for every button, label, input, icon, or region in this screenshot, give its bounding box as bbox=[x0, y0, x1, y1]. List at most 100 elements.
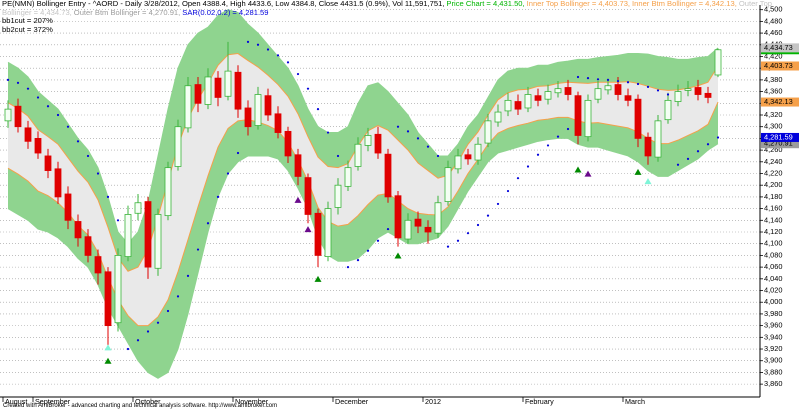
chart-header: PE(NMN) Bollinger Entry - ^AORD - Daily … bbox=[2, 0, 792, 34]
sar-dot bbox=[336, 154, 340, 158]
last-value-label: 4,270.91 bbox=[764, 139, 793, 148]
candle-body bbox=[74, 221, 82, 239]
candle-body bbox=[594, 88, 602, 100]
sar-dot bbox=[436, 154, 440, 158]
sar-dot bbox=[66, 125, 70, 128]
candle-body bbox=[474, 143, 482, 161]
candle-body bbox=[634, 98, 642, 139]
candle-body bbox=[124, 214, 132, 257]
sar-dot bbox=[116, 219, 120, 222]
candle-body bbox=[704, 92, 712, 98]
sar-dot bbox=[586, 77, 590, 80]
candle-body bbox=[274, 113, 282, 133]
candle-body bbox=[304, 177, 312, 215]
candle-body bbox=[554, 88, 562, 94]
sar-dot bbox=[76, 140, 80, 143]
candle-body bbox=[174, 126, 182, 167]
signal-arrow bbox=[644, 178, 652, 185]
sar-dot bbox=[526, 165, 530, 168]
sar-dot bbox=[276, 54, 280, 57]
sar-dot bbox=[236, 151, 240, 155]
x-tick-label: December bbox=[335, 397, 369, 406]
sar-dot bbox=[256, 43, 260, 46]
candle-body bbox=[204, 76, 212, 105]
x-tick-label: 2012 bbox=[425, 397, 441, 406]
y-tick-label: 3,900 bbox=[764, 356, 783, 365]
candle-body bbox=[244, 107, 252, 128]
candle-body bbox=[364, 135, 372, 146]
candle-body bbox=[534, 95, 542, 101]
candle-body bbox=[524, 94, 532, 109]
legend-value: = 4,431.50, bbox=[486, 0, 525, 8]
chart-title: PE(NMN) Bollinger Entry - ^AORD - Daily … bbox=[2, 0, 445, 8]
last-value-box bbox=[761, 43, 799, 53]
candle-body bbox=[444, 167, 452, 202]
sar-dot bbox=[516, 177, 520, 180]
y-tick-label: 4,500 bbox=[764, 5, 783, 14]
sar-dot bbox=[456, 239, 460, 242]
sar-dot bbox=[206, 222, 210, 225]
legend-name: Outer Btm Bollinger bbox=[73, 7, 141, 17]
sar-dot bbox=[616, 79, 620, 83]
y-tick-label: 3,980 bbox=[764, 309, 783, 318]
candle-body bbox=[404, 219, 412, 240]
signal-arrow bbox=[294, 196, 302, 203]
candle-body bbox=[284, 130, 292, 157]
candle-body bbox=[434, 202, 442, 234]
sar-dot bbox=[366, 249, 370, 252]
y-tick-label: 4,140 bbox=[764, 215, 783, 224]
y-tick-label: 3,920 bbox=[764, 344, 783, 353]
signal-arrow bbox=[314, 275, 322, 282]
sar-dot bbox=[396, 125, 400, 128]
candle-body bbox=[464, 154, 472, 160]
sar-dot bbox=[96, 172, 100, 175]
y-tick-label: 4,360 bbox=[764, 87, 783, 96]
candle-body bbox=[394, 195, 402, 239]
candle-body bbox=[164, 167, 172, 217]
sar-dot bbox=[316, 108, 320, 111]
sar-dot bbox=[426, 145, 430, 148]
candle-body bbox=[314, 212, 322, 256]
candle-body bbox=[644, 136, 652, 157]
legend-name: Outer Top Bollinger bbox=[2, 0, 773, 17]
candle-body bbox=[514, 101, 522, 110]
candle-body bbox=[374, 133, 382, 154]
candle-body bbox=[154, 214, 162, 269]
x-tick-label: March bbox=[625, 397, 645, 406]
sar-dot bbox=[606, 78, 610, 81]
y-tick-label: 4,460 bbox=[764, 28, 783, 37]
legend-value: = 4,434.73, bbox=[33, 7, 72, 17]
y-tick-label: 4,420 bbox=[764, 51, 783, 60]
y-tick-label: 4,380 bbox=[764, 75, 783, 84]
sar-dot bbox=[166, 309, 170, 313]
sar-dot bbox=[486, 214, 490, 217]
candle-body bbox=[694, 87, 702, 95]
sar-dot bbox=[16, 81, 20, 84]
last-value-label: 4,342.13 bbox=[764, 97, 793, 106]
sar-dot bbox=[696, 150, 700, 153]
y-tick-label: 4,040 bbox=[764, 274, 783, 283]
sar-dot bbox=[136, 339, 140, 342]
candle-body bbox=[684, 88, 692, 91]
sar-dot bbox=[26, 87, 30, 90]
y-tick-label: 4,320 bbox=[764, 110, 783, 119]
y-tick-label: 4,300 bbox=[764, 122, 783, 131]
sar-dot bbox=[306, 87, 310, 90]
sar-dot bbox=[546, 144, 550, 147]
sar-dot bbox=[36, 96, 40, 99]
y-tick-label: 4,260 bbox=[764, 145, 783, 154]
y-tick-label: 4,200 bbox=[764, 180, 783, 189]
candle-body bbox=[14, 105, 22, 128]
sar-dot bbox=[286, 61, 290, 64]
candle-body bbox=[484, 120, 492, 144]
candle-body bbox=[674, 91, 682, 102]
sar-dot bbox=[686, 157, 690, 160]
candle-body bbox=[624, 95, 632, 101]
y-tick-label: 4,240 bbox=[764, 157, 783, 166]
candle-body bbox=[334, 184, 342, 208]
candle-body bbox=[344, 167, 352, 187]
sar-dot bbox=[706, 143, 710, 146]
sar-dot bbox=[6, 78, 10, 81]
candle-body bbox=[64, 193, 72, 221]
